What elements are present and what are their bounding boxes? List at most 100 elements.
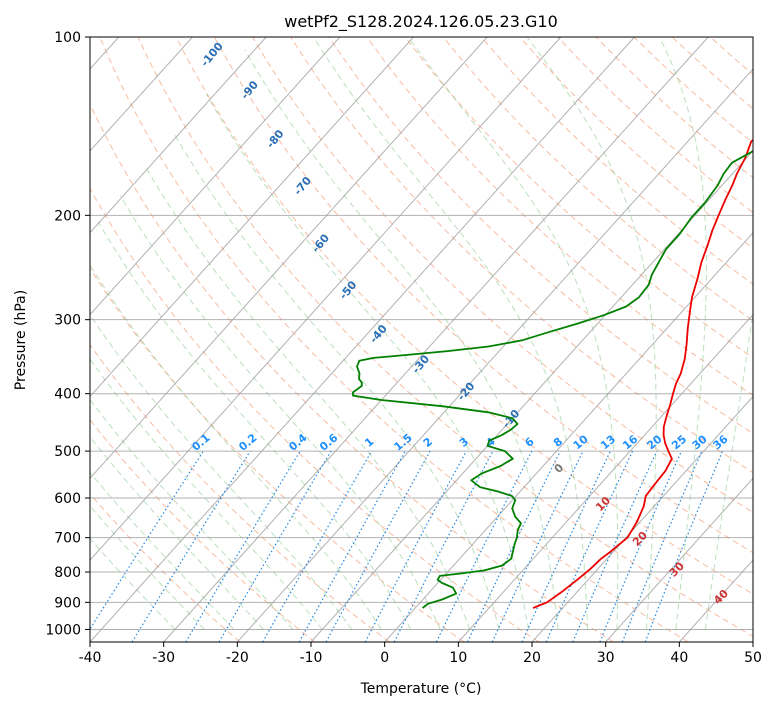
x-tick-label: -20: [226, 650, 249, 666]
mixing-ratio-line: [364, 450, 467, 642]
dry-adiabat-label: -60: [309, 231, 332, 255]
mixing-ratio-line: [644, 450, 724, 642]
moist-adiabat-line: [119, 195, 441, 630]
y-tick-label: 100: [54, 30, 81, 46]
moist-adiabat-line: [97, 221, 412, 630]
mixing-ratio-label: 3: [457, 435, 471, 450]
mixing-ratio-label: 0.4: [286, 431, 310, 454]
moist-adiabat-line: [90, 398, 294, 630]
y-axis-label: Pressure (hPa): [13, 290, 29, 390]
mixing-ratio-line: [185, 450, 301, 642]
moist-adiabat-line: [244, 49, 559, 630]
isotherm-line: [90, 37, 488, 480]
x-axis-label: Temperature (°C): [360, 681, 482, 697]
mixing-ratio-line: [599, 450, 682, 642]
x-axis-ticks: -40 -30 -20 -10 0 10 20 30 40 50: [79, 642, 762, 666]
dry-adiabat-label: -70: [291, 174, 314, 198]
plot-frame: [89, 36, 754, 643]
dry-adiabat-line: [137, 37, 753, 637]
dry-adiabat-line: [99, 37, 689, 642]
mixing-ratio-label: 0.6: [317, 431, 341, 454]
x-tick-label: 0: [380, 650, 389, 666]
moist-adiabat-line: [206, 94, 530, 630]
moist-adiabat-line: [90, 471, 235, 630]
y-tick-label: 500: [54, 444, 81, 460]
y-tick-label: 400: [54, 387, 81, 403]
mixing-ratio-line: [621, 450, 703, 642]
moist-adiabat-label: 20: [630, 529, 650, 549]
moist-adiabat-line: [90, 358, 323, 630]
x-tick-label: -10: [300, 650, 323, 666]
moist-adiabat-label: 10: [593, 494, 613, 514]
mixing-ratio-line: [325, 450, 431, 642]
dry-adiabat-label: -80: [264, 127, 287, 151]
dewpoint-profile-line: [352, 150, 753, 609]
dry-adiabat-line: [251, 37, 753, 513]
moist-adiabat-line: [173, 132, 500, 630]
mixing-ratio-line: [393, 450, 494, 642]
isotherm-line: [90, 37, 267, 234]
dry-adiabat-line: [90, 344, 390, 642]
mixing-ratio-label: 13: [598, 433, 618, 453]
x-tick-label: -40: [79, 650, 102, 666]
mixing-ratio-label: 25: [669, 433, 689, 453]
x-tick-label: 30: [597, 650, 615, 666]
mixing-ratio-label: 6: [522, 435, 536, 450]
y-axis-ticks: 100 200 300 400 500 600 700 800 900 1000: [45, 30, 90, 638]
isotherm-line: [90, 37, 341, 316]
profile-lines: [352, 139, 753, 609]
x-tick-label: 10: [449, 650, 467, 666]
dry-adiabat-label: -20: [455, 379, 478, 403]
dry-adiabat-line: [175, 37, 753, 595]
dry-adiabat-label: -40: [367, 322, 390, 346]
moist-adiabat-label: 30: [667, 559, 687, 579]
mixing-ratio-label: 8: [551, 435, 565, 450]
dry-adiabat-line: [328, 37, 753, 435]
y-tick-label: 200: [54, 208, 81, 224]
dry-adiabat-line: [748, 37, 753, 42]
isotherm-line: [90, 37, 193, 152]
dry-adiabat-line: [290, 37, 753, 474]
mixing-ratio-label: 16: [620, 432, 640, 452]
mixing-ratio-line: [262, 450, 373, 642]
isotherm-line: [752, 641, 753, 642]
dry-adiabat-label: -100: [198, 40, 226, 70]
isotherm-line: [163, 37, 709, 642]
isotherm-line: [90, 37, 562, 561]
y-tick-label: 800: [54, 565, 81, 581]
mixing-ratio-label: 20: [644, 432, 664, 452]
y-tick-label: 700: [54, 531, 81, 547]
mixing-ratio-line: [545, 450, 634, 642]
y-tick-label: 300: [54, 313, 81, 329]
mixing-ratio-line: [521, 450, 611, 642]
mixing-ratio-line: [90, 450, 204, 631]
background-lines: [90, 37, 753, 642]
isotherm-line: [605, 477, 753, 642]
moist-adiabat-line: [313, 37, 588, 630]
isotherm-line: [90, 37, 414, 398]
isotherm-line: [310, 150, 753, 642]
y-tick-label: 600: [54, 491, 81, 507]
dry-adiabat-line: [90, 493, 241, 642]
moist-adiabat-line: [704, 308, 753, 630]
mixing-ratio-label: 0.2: [236, 431, 259, 453]
moist-adiabat-line: [90, 313, 353, 630]
moist-adiabat-line: [407, 37, 619, 630]
isotherm-line: [236, 68, 753, 642]
y-tick-label: 1000: [45, 622, 81, 638]
dry-adiabat-line: [213, 37, 753, 554]
isotherm-line: [678, 559, 753, 642]
moist-adiabat-line: [526, 37, 657, 630]
isotherm-line: [90, 37, 635, 642]
y-tick-label: 900: [54, 595, 81, 611]
mixing-ratio-line: [131, 450, 251, 642]
dry-adiabat-line: [90, 418, 316, 642]
mixing-ratio-line: [298, 450, 406, 642]
mixing-ratio-label: 10: [571, 432, 591, 452]
x-tick-label: -30: [152, 650, 175, 666]
isotherm-line: [457, 313, 753, 642]
mixing-ratio-label: 1.5: [391, 431, 414, 453]
temperature-profile-line: [532, 139, 753, 609]
chart-title: wetPf2_S128.2024.126.05.23.G10: [284, 12, 558, 32]
